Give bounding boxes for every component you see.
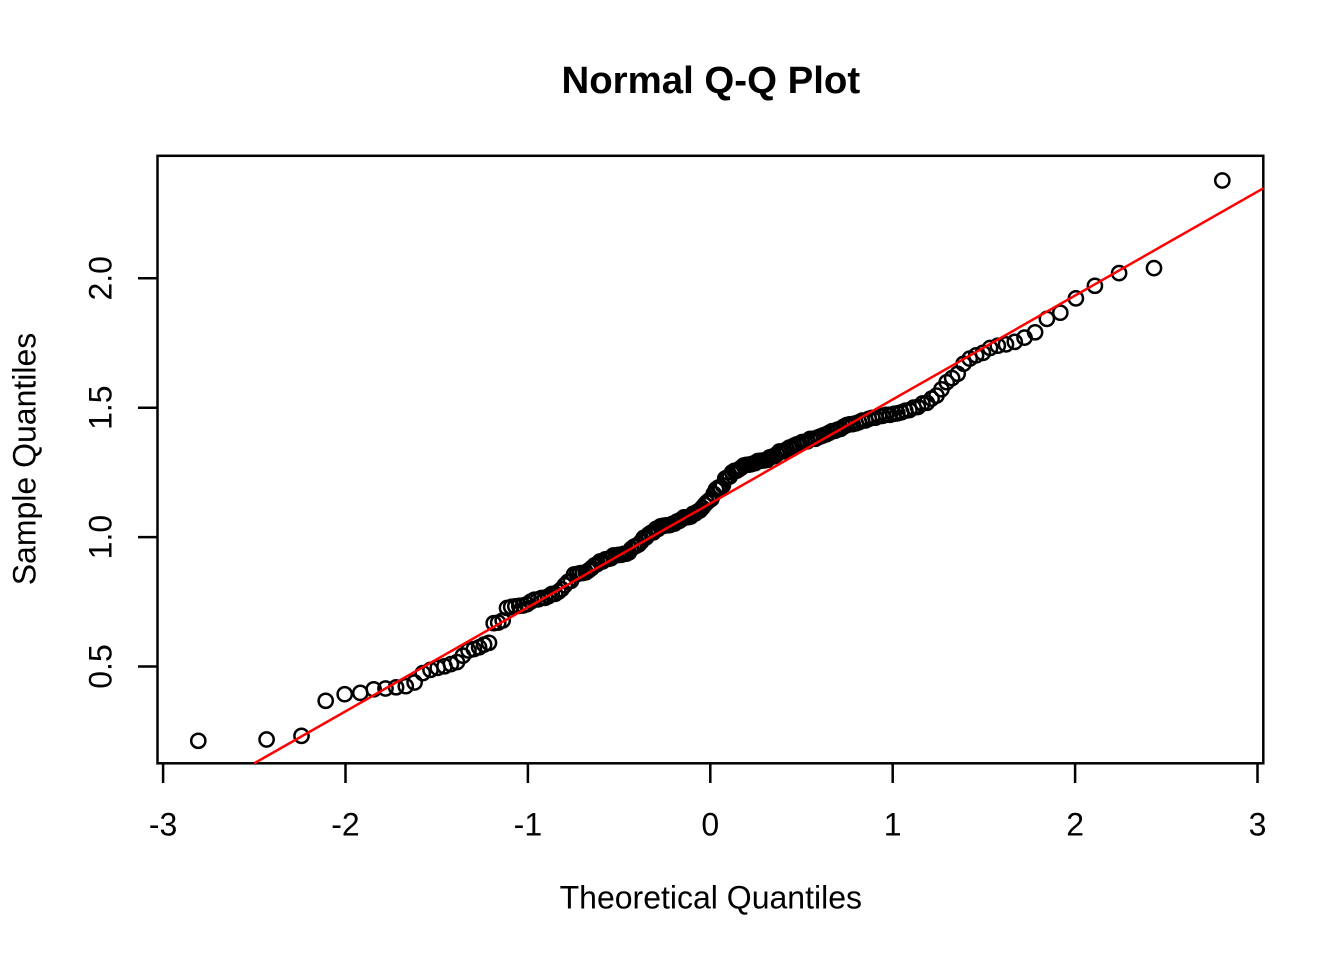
- svg-text:1.5: 1.5: [82, 385, 118, 429]
- svg-text:2: 2: [1066, 806, 1084, 842]
- svg-text:0: 0: [701, 806, 719, 842]
- svg-text:Theoretical Quantiles: Theoretical Quantiles: [560, 880, 862, 916]
- svg-text:-2: -2: [331, 806, 359, 842]
- svg-text:1.0: 1.0: [82, 515, 118, 559]
- svg-text:-3: -3: [149, 806, 177, 842]
- svg-text:2.0: 2.0: [82, 256, 118, 300]
- svg-text:1: 1: [884, 806, 902, 842]
- svg-text:0.5: 0.5: [82, 644, 118, 688]
- svg-text:3: 3: [1249, 806, 1267, 842]
- svg-text:Normal Q-Q Plot: Normal Q-Q Plot: [561, 59, 860, 102]
- svg-text:Sample Quantiles: Sample Quantiles: [7, 333, 43, 586]
- svg-text:-1: -1: [514, 806, 542, 842]
